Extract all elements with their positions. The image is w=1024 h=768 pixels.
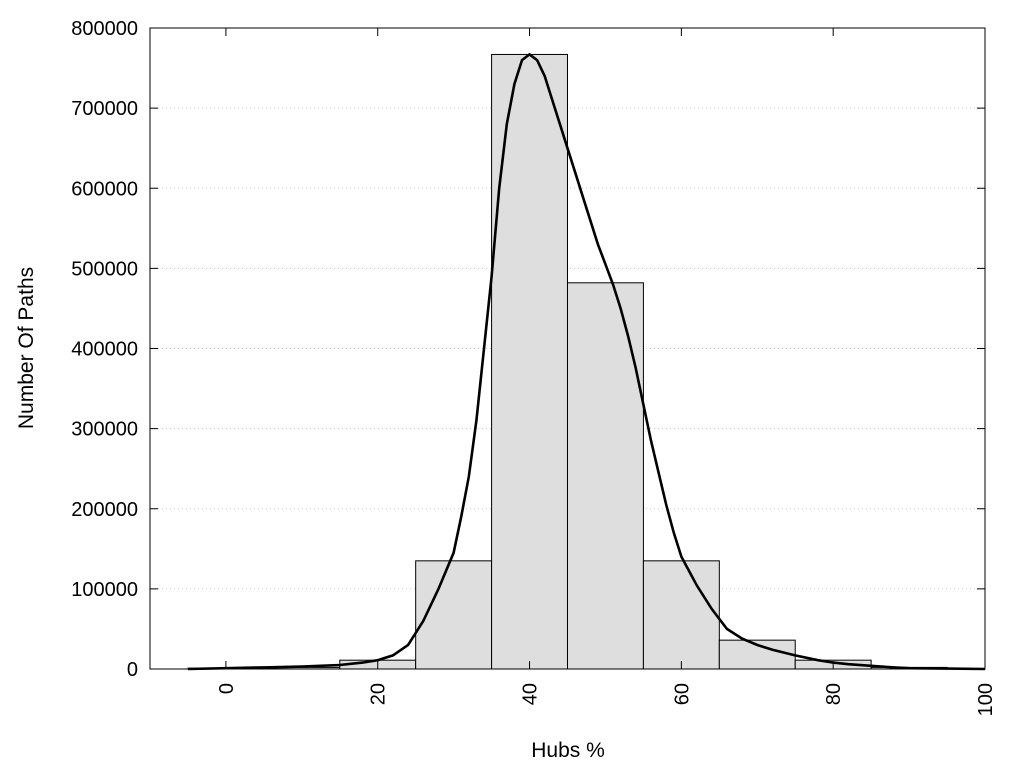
y-axis-ticks: 0 100000 200000 300000 400000 500000 600000 700…: [71, 18, 985, 681]
y-tick-label-5: 500000: [71, 258, 138, 280]
y-tick-label-8: 800000: [71, 18, 138, 40]
y-tick-label-6: 600000: [71, 178, 138, 200]
y-tick-label-0: 0: [127, 659, 138, 681]
x-tick-label-0: 0: [216, 683, 238, 694]
histogram-bars: [187, 53, 948, 670]
density-curve: [187, 52, 986, 671]
histogram-bar-3: [415, 560, 493, 670]
y-axis-title: Number Of Paths: [15, 267, 38, 429]
y-tick-label-7: 700000: [71, 98, 138, 120]
y-tick-label-1: 100000: [71, 579, 138, 601]
y-tick-label-3: 300000: [71, 419, 138, 441]
histogram-bar-6: [642, 560, 720, 670]
x-tick-label-3: 60: [671, 683, 693, 705]
x-tick-label-1: 20: [368, 683, 390, 705]
x-axis-ticks: 0 20 40 60 80 100: [216, 28, 997, 716]
histogram-bar-5: [567, 282, 644, 670]
x-axis-title: Hubs %: [531, 739, 605, 762]
x-tick-label-2: 40: [520, 683, 542, 705]
y-tick-label-4: 400000: [71, 339, 138, 361]
y-tick-label-2: 200000: [71, 499, 138, 521]
x-tick-label-4: 80: [823, 683, 845, 705]
x-tick-label-5: 100: [975, 683, 997, 716]
